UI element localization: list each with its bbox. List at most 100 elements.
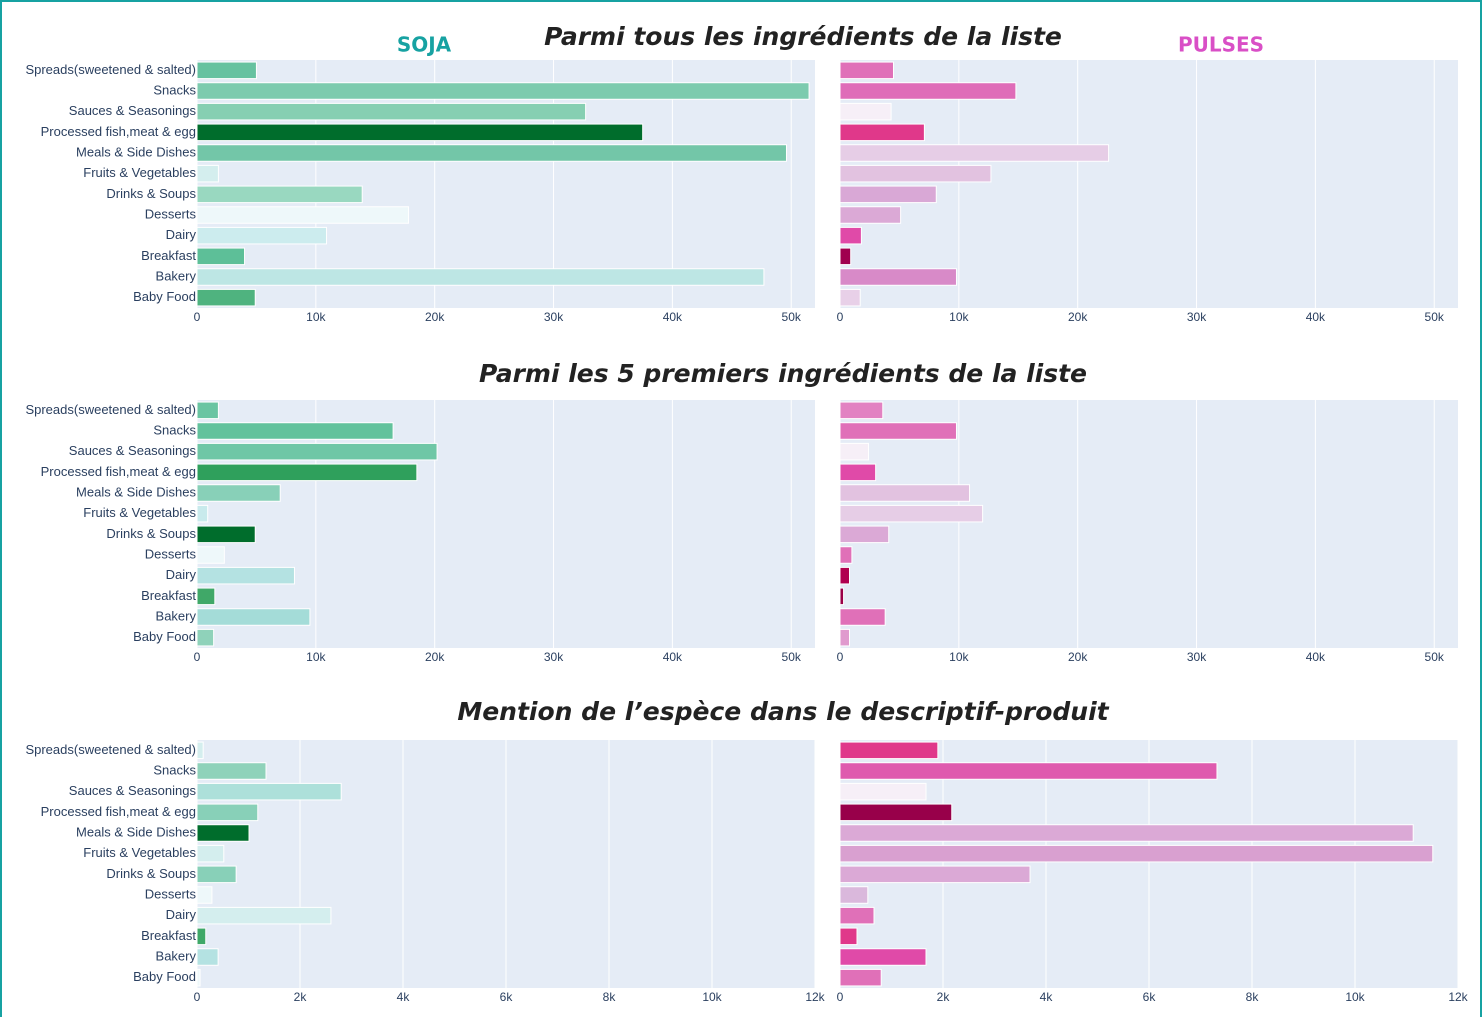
- category-label: Bakery: [156, 268, 197, 283]
- bar: [839, 226, 862, 245]
- x-tick-label: 2k: [937, 990, 951, 1004]
- bar: [196, 442, 438, 461]
- category-label: Processed fish,meat & egg: [41, 124, 196, 139]
- x-tick-label: 0: [837, 650, 844, 664]
- bar: [196, 741, 204, 760]
- category-label: Drinks & Soups: [106, 866, 196, 881]
- bar: [196, 865, 237, 884]
- x-tick-label: 40k: [1306, 650, 1326, 664]
- bar: [196, 102, 587, 121]
- category-label: Bakery: [156, 948, 197, 963]
- category-label: Spreads(sweetened & salted): [25, 62, 196, 77]
- category-label: Bakery: [156, 608, 197, 623]
- bar: [196, 484, 281, 502]
- category-label: Sauces & Seasonings: [69, 783, 197, 798]
- x-tick-label: 40k: [1306, 310, 1326, 324]
- bar: [839, 741, 939, 760]
- bar: [839, 608, 886, 626]
- bar: [196, 948, 219, 966]
- bar: [196, 206, 410, 224]
- x-tick-label: 0: [194, 310, 201, 324]
- row-title: Parmi tous les ingrédients de la liste: [544, 22, 1062, 51]
- x-tick-label: 6k: [500, 990, 514, 1004]
- bar: [196, 906, 332, 925]
- bar: [196, 608, 311, 626]
- bar: [839, 247, 852, 266]
- bar: [196, 927, 207, 946]
- category-label: Breakfast: [141, 588, 196, 603]
- category-label: Dairy: [166, 907, 197, 922]
- x-tick-label: 40k: [663, 310, 683, 324]
- bar: [839, 948, 927, 966]
- x-tick-label: 50k: [1425, 650, 1445, 664]
- x-tick-label: 12k: [805, 990, 825, 1004]
- bar: [839, 762, 1218, 780]
- bar: [839, 968, 882, 987]
- x-tick-label: 0: [837, 310, 844, 324]
- x-tick-label: 30k: [1187, 650, 1207, 664]
- bar: [839, 587, 845, 606]
- bar: [196, 844, 225, 863]
- x-tick-label: 12k: [1448, 990, 1468, 1004]
- bar: [839, 123, 925, 142]
- x-tick-label: 8k: [1246, 990, 1260, 1004]
- category-label: Baby Food: [133, 289, 196, 304]
- bar: [196, 288, 256, 307]
- bar: [839, 484, 971, 502]
- bar: [196, 247, 246, 266]
- x-tick-label: 0: [837, 990, 844, 1004]
- category-label: Drinks & Soups: [106, 526, 196, 541]
- bar: [839, 463, 877, 482]
- x-tick-label: 40k: [663, 650, 683, 664]
- category-label: Meals & Side Dishes: [76, 824, 196, 839]
- bar: [196, 546, 225, 564]
- plot-area: [840, 400, 1458, 648]
- x-tick-label: 10k: [306, 650, 326, 664]
- bar: [839, 61, 894, 80]
- bar: [839, 268, 957, 286]
- category-label: Breakfast: [141, 928, 196, 943]
- bar: [839, 803, 953, 822]
- bar: [196, 886, 213, 904]
- category-label: Processed fish,meat & egg: [41, 464, 196, 479]
- category-label: Fruits & Vegetables: [83, 845, 196, 860]
- plot-area: [840, 60, 1458, 308]
- bar: [196, 82, 810, 100]
- category-label: Snacks: [153, 82, 196, 97]
- bar: [196, 123, 644, 142]
- bar: [839, 927, 858, 946]
- category-label: Spreads(sweetened & salted): [25, 742, 196, 757]
- bar: [839, 144, 1110, 162]
- bar: [196, 587, 216, 606]
- bar: [196, 144, 787, 162]
- x-tick-label: 10k: [702, 990, 722, 1004]
- category-label: Spreads(sweetened & salted): [25, 402, 196, 417]
- column-title: SOJA: [397, 33, 452, 57]
- x-tick-label: 30k: [544, 310, 564, 324]
- category-label: Snacks: [153, 422, 196, 437]
- x-tick-label: 2k: [294, 990, 308, 1004]
- category-label: Processed fish,meat & egg: [41, 804, 196, 819]
- bar: [839, 782, 927, 801]
- category-label: Desserts: [145, 206, 197, 221]
- bar: [839, 504, 984, 523]
- bar: [839, 546, 853, 564]
- x-tick-label: 10k: [949, 650, 969, 664]
- column-title: PULSES: [1178, 33, 1264, 57]
- category-label: Baby Food: [133, 629, 196, 644]
- x-tick-label: 10k: [306, 310, 326, 324]
- bar: [196, 268, 765, 286]
- category-label: Dairy: [166, 227, 197, 242]
- category-label: Meals & Side Dishes: [76, 484, 196, 499]
- bar: [196, 164, 219, 183]
- plot-area: [197, 60, 815, 308]
- bar: [196, 824, 250, 842]
- x-tick-label: 0: [194, 990, 201, 1004]
- category-label: Fruits & Vegetables: [83, 165, 196, 180]
- bar: [839, 82, 1017, 100]
- x-tick-label: 4k: [397, 990, 411, 1004]
- bar: [839, 865, 1031, 884]
- bar: [839, 206, 902, 224]
- bar: [839, 185, 937, 204]
